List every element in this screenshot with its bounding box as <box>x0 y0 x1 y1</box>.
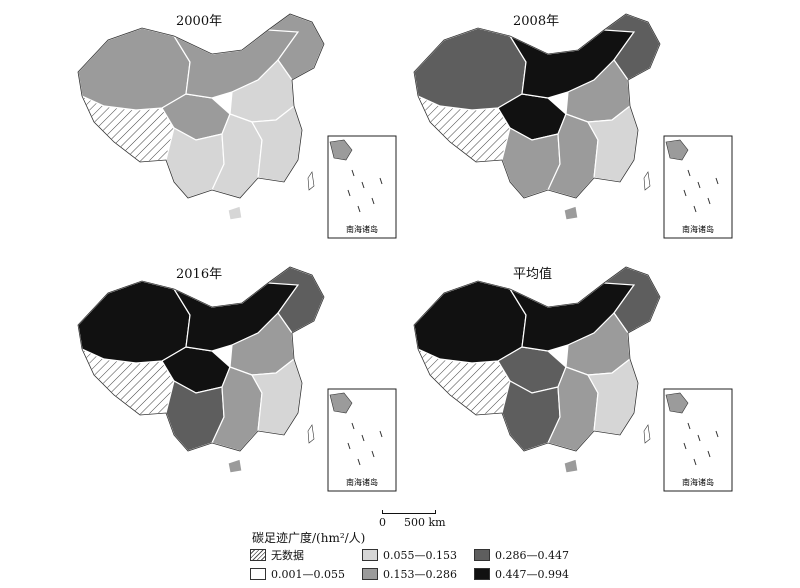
region-xj <box>77 280 191 364</box>
map-panel-1: 南海诸岛 <box>77 13 397 239</box>
region-taiwan <box>307 171 315 191</box>
inset-island-mark <box>683 189 687 197</box>
inset-island-mark <box>707 197 711 205</box>
inset-island-mark <box>351 169 355 177</box>
inset-island-mark <box>687 422 691 430</box>
legend-item-no-data: 无数据 <box>250 548 304 562</box>
south-china-sea-inset: 南海诸岛 <box>663 388 733 492</box>
region-xj <box>77 27 191 111</box>
region-taiwan <box>643 171 651 191</box>
legend-swatch <box>250 549 266 561</box>
legend-item-class-3: 0.153—0.286 <box>362 567 457 581</box>
inset-label: 南海诸岛 <box>346 224 378 234</box>
map-panel-3: 南海诸岛 <box>77 266 397 492</box>
region-xj <box>413 27 527 111</box>
legend-label: 0.153—0.286 <box>383 567 457 581</box>
scale-zero-label: 0 <box>379 516 386 529</box>
inset-island-mark <box>371 197 375 205</box>
south-china-sea-inset: 南海诸岛 <box>663 135 733 239</box>
legend: 碳足迹广度/(hm²/人) 无数据 0.001—0.055 0.055—0.15… <box>250 529 610 587</box>
inset-label: 南海诸岛 <box>682 477 714 487</box>
inset-coastline <box>665 139 689 161</box>
legend-swatch <box>250 568 266 580</box>
inset-island-mark <box>687 169 691 177</box>
region-xj <box>413 280 527 364</box>
inset-island-mark <box>379 177 383 185</box>
map-panel-2: 南海诸岛 <box>413 13 733 239</box>
inset-coastline <box>665 392 689 414</box>
scale-distance-label: 500 km <box>404 516 446 529</box>
inset-island-mark <box>361 434 365 442</box>
inset-island-mark <box>715 177 719 185</box>
inset-island-mark <box>683 442 687 450</box>
inset-island-mark <box>715 430 719 438</box>
legend-item-class-1: 0.001—0.055 <box>250 567 345 581</box>
region-hn <box>227 458 243 474</box>
scale-bar: 0 500 km <box>370 508 450 530</box>
panel-title-average: 平均值 <box>513 267 553 282</box>
inset-island-mark <box>357 458 361 466</box>
inset-island-mark <box>693 458 697 466</box>
legend-item-class-2: 0.055—0.153 <box>362 548 457 562</box>
legend-swatch <box>474 549 490 561</box>
panel-title-2000: 2000年 <box>176 14 223 29</box>
inset-label: 南海诸岛 <box>682 224 714 234</box>
south-china-sea-inset: 南海诸岛 <box>327 135 397 239</box>
region-taiwan <box>307 424 315 444</box>
legend-item-class-5: 0.447—0.994 <box>474 567 569 581</box>
inset-island-mark <box>361 181 365 189</box>
inset-island-mark <box>697 434 701 442</box>
country-outline <box>77 266 325 452</box>
inset-island-mark <box>371 450 375 458</box>
panel-title-2016: 2016年 <box>176 267 223 282</box>
region-hn <box>563 458 579 474</box>
inset-island-mark <box>347 189 351 197</box>
map-panel-4: 南海诸岛 <box>413 266 733 492</box>
inset-island-mark <box>379 430 383 438</box>
inset-island-mark <box>357 205 361 213</box>
country-outline <box>413 13 661 199</box>
legend-swatch <box>362 568 378 580</box>
legend-swatch <box>474 568 490 580</box>
region-hn <box>563 205 579 221</box>
inset-island-mark <box>707 450 711 458</box>
inset-label: 南海诸岛 <box>346 477 378 487</box>
legend-title: 碳足迹广度/(hm²/人) <box>252 531 366 545</box>
inset-island-mark <box>693 205 697 213</box>
legend-label: 0.286—0.447 <box>495 548 569 562</box>
legend-item-class-4: 0.286—0.447 <box>474 548 569 562</box>
inset-island-mark <box>697 181 701 189</box>
inset-coastline <box>329 392 353 414</box>
inset-coastline <box>329 139 353 161</box>
country-outline <box>77 13 325 199</box>
country-outline <box>413 266 661 452</box>
inset-island-mark <box>347 442 351 450</box>
region-taiwan <box>643 424 651 444</box>
legend-swatch <box>362 549 378 561</box>
legend-label: 0.447—0.994 <box>495 567 569 581</box>
scale-bar-line <box>382 510 436 514</box>
inset-island-mark <box>351 422 355 430</box>
panel-title-2008: 2008年 <box>513 14 560 29</box>
south-china-sea-inset: 南海诸岛 <box>327 388 397 492</box>
legend-label: 无数据 <box>271 549 304 562</box>
legend-label: 0.001—0.055 <box>271 567 345 581</box>
legend-label: 0.055—0.153 <box>383 548 457 562</box>
region-hn <box>227 205 243 221</box>
